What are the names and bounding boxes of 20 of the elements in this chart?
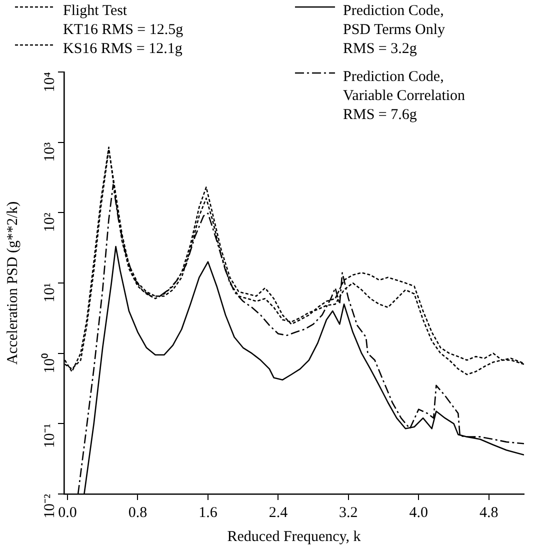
y-tick-label: 10²: [42, 212, 58, 232]
x-tick-label: 0.8: [128, 504, 148, 521]
y-tick-label: 10³: [42, 142, 58, 162]
y-tick-label: 10⁴: [42, 72, 58, 92]
x-tick-label: 2.4: [268, 504, 288, 521]
x-tick-label: 0.0: [58, 504, 77, 521]
x-tick-label: 4.8: [480, 504, 498, 521]
y-tick-label: 10⁰: [40, 353, 58, 374]
y-axis-title: Acceleration PSD (g**2/k): [4, 201, 21, 365]
y-tick-label: 10⁻¹: [42, 424, 58, 448]
y-tick-label: 10⁻²: [42, 494, 58, 518]
x-tick-label: 3.2: [339, 504, 358, 521]
legend-label: KS16 RMS = 12.1g: [63, 40, 182, 59]
legend-label: Prediction Code, Variable Correlation RMS = 7.6g: [343, 68, 466, 125]
legend-label: Flight Test KT16 RMS = 12.5g: [63, 2, 184, 40]
x-tick-label: 1.6: [198, 504, 218, 521]
x-axis-title: Reduced Frequency, k: [227, 528, 362, 545]
x-tick-label: 4.0: [409, 504, 428, 521]
legend-label: Prediction Code, PSD Terms Only RMS = 3.2g: [343, 2, 446, 59]
y-tick-label: 10¹: [42, 283, 58, 302]
